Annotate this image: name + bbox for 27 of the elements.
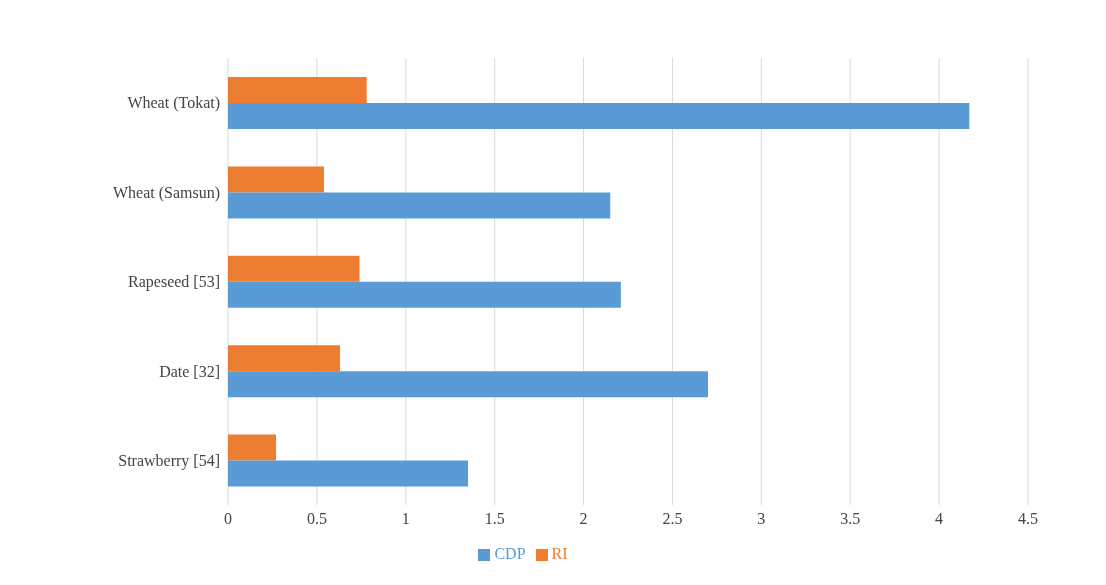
y-tick-label: Date [32] <box>159 362 220 380</box>
legend-label: RI <box>551 545 568 562</box>
bar <box>228 103 970 129</box>
legend-label: CDP <box>494 545 526 562</box>
x-tick-label: 3.5 <box>840 510 861 528</box>
x-tick-label: 2 <box>579 510 588 528</box>
bar <box>228 345 340 372</box>
bar <box>228 166 324 193</box>
x-tick-label: 0.5 <box>306 510 327 528</box>
y-tick-label: Wheat (Tokat) <box>127 94 220 113</box>
bar <box>228 371 708 398</box>
x-tick-label: 2.5 <box>662 510 683 528</box>
x-tick-label: 0 <box>224 510 232 528</box>
bar <box>228 460 468 487</box>
x-tick-label: 4.5 <box>1018 510 1038 528</box>
bar <box>228 77 367 103</box>
y-tick-label: Strawberry [54] <box>118 451 220 470</box>
bar <box>228 281 621 308</box>
x-tick-label: 3 <box>757 510 766 528</box>
y-tick-label: Rapeseed [53] <box>128 273 220 292</box>
x-tick-label: 1.5 <box>484 510 505 528</box>
x-tick-label: 1 <box>401 510 410 528</box>
bar <box>228 192 611 219</box>
y-tick-label: Wheat (Samsun) <box>112 183 220 202</box>
bar <box>228 255 360 282</box>
x-tick-label: 4 <box>935 510 944 528</box>
bar <box>228 434 276 461</box>
